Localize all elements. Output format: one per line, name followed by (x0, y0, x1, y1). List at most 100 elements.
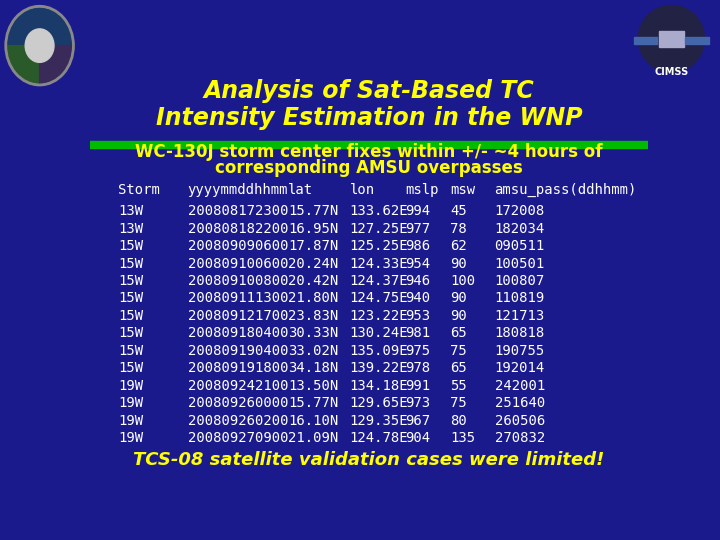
Circle shape (638, 5, 704, 72)
Wedge shape (7, 8, 40, 45)
Text: 200809242100: 200809242100 (188, 379, 288, 393)
Text: 270832: 270832 (495, 431, 545, 445)
Text: 100807: 100807 (495, 274, 545, 288)
Text: 182034: 182034 (495, 221, 545, 235)
Text: 19W: 19W (118, 379, 143, 393)
Text: 975: 975 (405, 344, 431, 358)
Text: 200809111300: 200809111300 (188, 292, 288, 306)
Text: 13W: 13W (118, 204, 143, 218)
Text: 200809260200: 200809260200 (188, 414, 288, 428)
Text: lat: lat (288, 183, 313, 197)
Text: 242001: 242001 (495, 379, 545, 393)
Text: 904: 904 (405, 431, 431, 445)
Bar (659, 31, 684, 48)
Wedge shape (7, 45, 40, 83)
Text: 172008: 172008 (495, 204, 545, 218)
Text: 21.09N: 21.09N (288, 431, 338, 445)
Text: 110819: 110819 (495, 292, 545, 306)
Text: 978: 978 (405, 361, 431, 375)
Text: 123.22E: 123.22E (349, 309, 408, 323)
Text: lon: lon (349, 183, 374, 197)
Text: 121713: 121713 (495, 309, 545, 323)
Text: 15W: 15W (118, 361, 143, 375)
Bar (685, 37, 708, 44)
Text: 65: 65 (450, 361, 467, 375)
Text: 986: 986 (405, 239, 431, 253)
Text: 251640: 251640 (495, 396, 545, 410)
Text: 977: 977 (405, 221, 431, 235)
Text: 200809090600: 200809090600 (188, 239, 288, 253)
Text: 13.50N: 13.50N (288, 379, 338, 393)
Text: Storm: Storm (118, 183, 160, 197)
Text: Intensity Estimation in the WNP: Intensity Estimation in the WNP (156, 106, 582, 130)
Text: 15W: 15W (118, 274, 143, 288)
Text: 180818: 180818 (495, 326, 545, 340)
Text: 17.87N: 17.87N (288, 239, 338, 253)
Text: TCS-08 satellite validation cases were limited!: TCS-08 satellite validation cases were l… (133, 451, 605, 469)
Text: 090511: 090511 (495, 239, 545, 253)
Bar (634, 37, 657, 44)
Text: 125.25E: 125.25E (349, 239, 408, 253)
Text: 260506: 260506 (495, 414, 545, 428)
Text: 21.80N: 21.80N (288, 292, 338, 306)
Text: 19W: 19W (118, 431, 143, 445)
Text: 23.83N: 23.83N (288, 309, 338, 323)
Text: 55: 55 (450, 379, 467, 393)
Text: CIMSS: CIMSS (654, 68, 688, 77)
Text: 973: 973 (405, 396, 431, 410)
Text: 134.18E: 134.18E (349, 379, 408, 393)
Text: 15W: 15W (118, 239, 143, 253)
Text: 981: 981 (405, 326, 431, 340)
Text: 994: 994 (405, 204, 431, 218)
Text: 200809180400: 200809180400 (188, 326, 288, 340)
Text: 124.75E: 124.75E (349, 292, 408, 306)
Circle shape (25, 29, 54, 62)
Text: 15.77N: 15.77N (288, 396, 338, 410)
Text: 129.65E: 129.65E (349, 396, 408, 410)
Text: 130.24E: 130.24E (349, 326, 408, 340)
Text: 80: 80 (450, 414, 467, 428)
Text: 192014: 192014 (495, 361, 545, 375)
Text: 967: 967 (405, 414, 431, 428)
Text: 45: 45 (450, 204, 467, 218)
Text: 15W: 15W (118, 292, 143, 306)
Text: 200809270900: 200809270900 (188, 431, 288, 445)
Text: 65: 65 (450, 326, 467, 340)
Text: 20.42N: 20.42N (288, 274, 338, 288)
Text: WC-130J storm center fixes within +/- ~4 hours of: WC-130J storm center fixes within +/- ~4… (135, 143, 603, 161)
Text: 124.78E: 124.78E (349, 431, 408, 445)
Text: 20.24N: 20.24N (288, 256, 338, 271)
Text: 15.77N: 15.77N (288, 204, 338, 218)
Text: 15W: 15W (118, 344, 143, 358)
Text: 90: 90 (450, 309, 467, 323)
Text: 100501: 100501 (495, 256, 545, 271)
Text: 200809190400: 200809190400 (188, 344, 288, 358)
Text: 200809121700: 200809121700 (188, 309, 288, 323)
Text: 33.02N: 33.02N (288, 344, 338, 358)
Text: 200809100800: 200809100800 (188, 274, 288, 288)
Text: 139.22E: 139.22E (349, 361, 408, 375)
Text: 200809191800: 200809191800 (188, 361, 288, 375)
Text: 953: 953 (405, 309, 431, 323)
Text: 200808182200: 200808182200 (188, 221, 288, 235)
Text: 124.33E: 124.33E (349, 256, 408, 271)
Text: 940: 940 (405, 292, 431, 306)
Text: 75: 75 (450, 396, 467, 410)
Text: 124.37E: 124.37E (349, 274, 408, 288)
Text: 135: 135 (450, 431, 475, 445)
Text: 135.09E: 135.09E (349, 344, 408, 358)
Text: 90: 90 (450, 256, 467, 271)
Text: 15W: 15W (118, 326, 143, 340)
Text: 62: 62 (450, 239, 467, 253)
Text: 19W: 19W (118, 414, 143, 428)
Text: 90: 90 (450, 292, 467, 306)
Text: 200809260000: 200809260000 (188, 396, 288, 410)
Text: yyyymmddhhmm: yyyymmddhhmm (188, 183, 288, 197)
Text: 15W: 15W (118, 309, 143, 323)
Text: amsu_pass(ddhhmm): amsu_pass(ddhhmm) (495, 183, 637, 197)
Text: msw: msw (450, 183, 475, 197)
Text: 75: 75 (450, 344, 467, 358)
Text: mslp: mslp (405, 183, 438, 197)
Text: corresponding AMSU overpasses: corresponding AMSU overpasses (215, 159, 523, 177)
Text: 991: 991 (405, 379, 431, 393)
